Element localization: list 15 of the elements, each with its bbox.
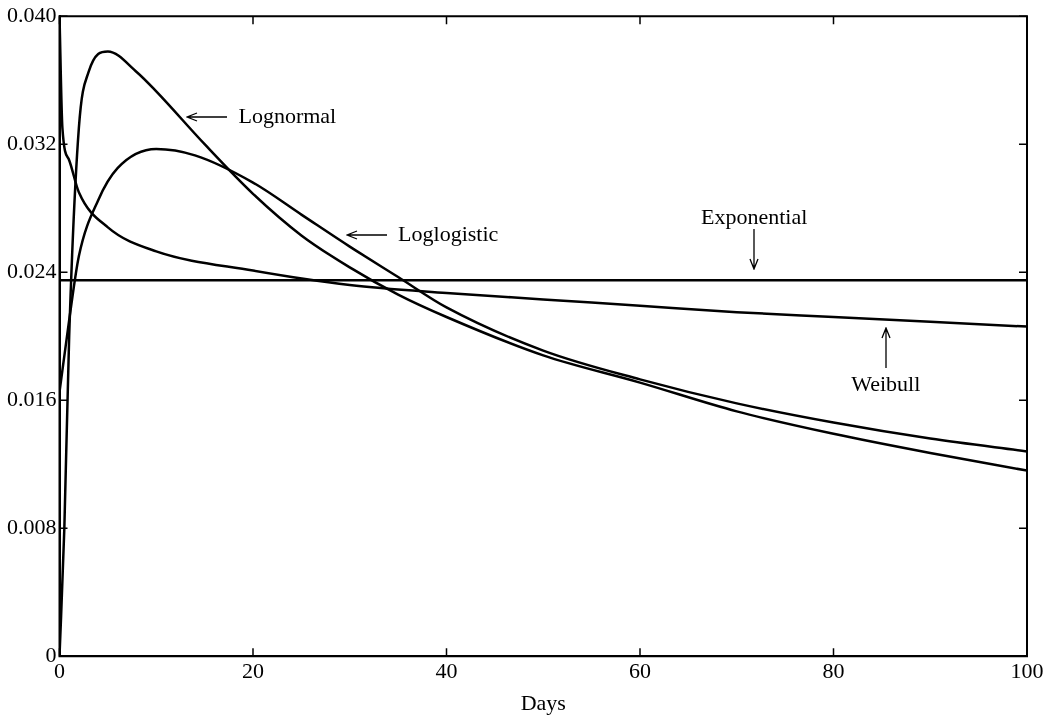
x-tick-label: 60: [629, 658, 651, 684]
x-tick-label: 20: [242, 658, 264, 684]
y-tick-label: 0.024: [7, 257, 57, 283]
annotation: Loglogistic: [398, 221, 499, 247]
annotation: Weibull: [851, 370, 921, 396]
y-tick-label: 0.016: [7, 385, 57, 411]
y-tick-label: 0.008: [7, 513, 57, 539]
x-tick-label: 100: [1010, 658, 1044, 684]
x-tick-label: 80: [822, 658, 845, 684]
x-tick-label: 40: [435, 658, 458, 684]
y-tick-label: 0.040: [7, 1, 57, 27]
y-tick-label: 0.032: [7, 129, 57, 155]
x-axis-title: Days: [520, 689, 566, 715]
annotation: Lognormal: [238, 102, 337, 128]
annotation: Exponential: [701, 204, 808, 230]
